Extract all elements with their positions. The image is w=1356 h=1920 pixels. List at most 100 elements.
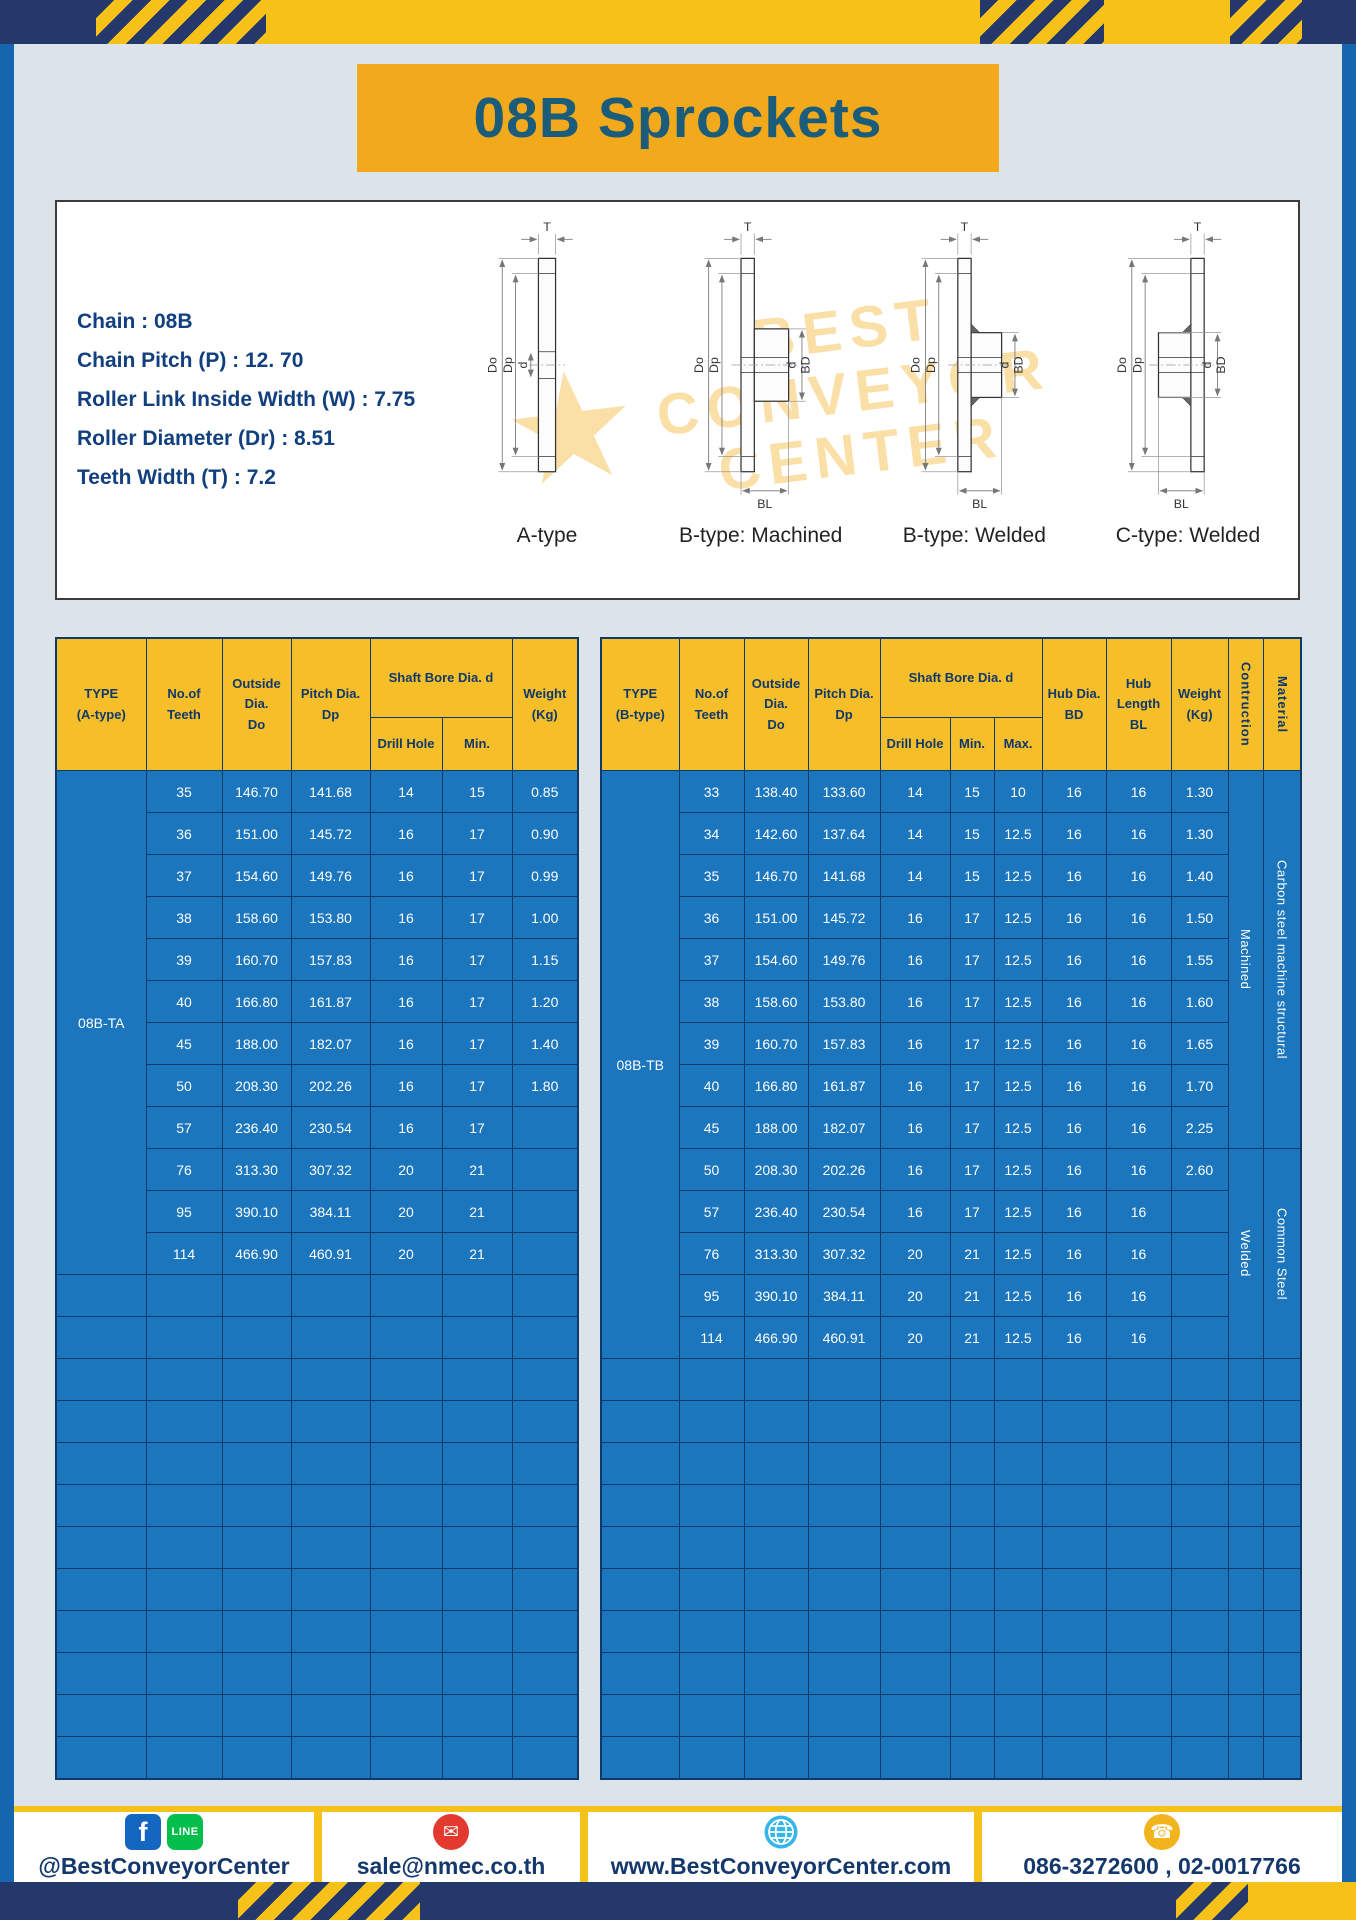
empty-cell	[879, 1358, 951, 1401]
empty-cell	[369, 1358, 443, 1401]
table-cell: 16	[879, 1106, 951, 1149]
table-row: 08B-TA 35 146.70 141.68 14 15 0.85	[55, 770, 579, 1275]
table-cell: 17	[441, 1106, 513, 1149]
empty-cell	[511, 1484, 579, 1527]
empty-cell	[1041, 1442, 1107, 1485]
table-cell: 39	[145, 938, 223, 981]
table-cell: 16	[1105, 980, 1172, 1023]
empty-cell	[145, 1442, 223, 1485]
empty-cell	[678, 1694, 745, 1737]
table-cell: 16	[1105, 1316, 1172, 1359]
table-cell: 1.60	[1170, 980, 1229, 1023]
table-cell: 21	[949, 1316, 995, 1359]
table-cell: 16	[879, 1190, 951, 1233]
empty-cell	[55, 1610, 147, 1653]
table-cell: 384.11	[807, 1274, 881, 1317]
svg-text:BD: BD	[1012, 356, 1026, 373]
table-cell: 16	[369, 1022, 443, 1065]
empty-cell	[993, 1568, 1043, 1611]
empty-cell	[1041, 1358, 1107, 1401]
empty-cell	[993, 1736, 1043, 1779]
drawing-label: C-type: Welded	[1115, 524, 1261, 547]
empty-cell	[441, 1442, 513, 1485]
empty-cell	[879, 1400, 951, 1443]
globe-icon	[763, 1814, 799, 1850]
empty-cell	[743, 1358, 809, 1401]
empty-cell	[993, 1694, 1043, 1737]
table-row	[600, 1736, 1302, 1779]
table-row	[600, 1568, 1302, 1611]
empty-cell	[290, 1694, 371, 1737]
empty-cell	[807, 1442, 881, 1485]
empty-cell	[369, 1274, 443, 1317]
empty-cell	[1227, 1358, 1264, 1401]
empty-cell	[221, 1274, 292, 1317]
table-cell: 17	[949, 1022, 995, 1065]
empty-cell	[949, 1442, 995, 1485]
col-header-hub-length: Hub Length BL	[1105, 637, 1172, 771]
empty-cell	[1170, 1232, 1229, 1275]
table-row: 40 166.80 161.87 16 17 1.20	[56, 980, 579, 1023]
empty-cell	[55, 1316, 147, 1359]
table-row: 95 390.10 384.11 20 21	[56, 1190, 579, 1233]
spec-list: Chain : 08B Chain Pitch (P) : 12. 70 Rol…	[77, 302, 415, 497]
table-cell: 1.15	[511, 938, 579, 981]
drawing-b-type-machined: T Do Dp BD d	[661, 216, 861, 586]
table-cell: 16	[879, 1148, 951, 1191]
empty-cell	[1227, 1568, 1264, 1611]
empty-cell	[290, 1568, 371, 1611]
table-cell: 35	[145, 770, 223, 813]
table-cell: 36	[145, 812, 223, 855]
table-a-header: TYPE (A-type) No.of Teeth Outside Dia. Do Pi…	[55, 637, 579, 771]
table-b-header: TYPE (B-type) No.of Teeth Outside Dia. Do Pi…	[600, 637, 1302, 771]
table-cell: 17	[441, 1022, 513, 1065]
table-cell: 16	[879, 1022, 951, 1065]
empty-cell	[1105, 1652, 1172, 1695]
empty-cell	[743, 1442, 809, 1485]
empty-cell	[993, 1526, 1043, 1569]
table-cell: 57	[678, 1190, 745, 1233]
table-cell: 390.10	[743, 1274, 809, 1317]
spec-chain: Chain : 08B	[77, 310, 193, 333]
table-cell: 202.26	[290, 1064, 371, 1107]
empty-cell	[1227, 1442, 1264, 1485]
table-cell: 1.30	[1170, 812, 1229, 855]
empty-cell	[949, 1568, 995, 1611]
table-cell: 1.80	[511, 1064, 579, 1107]
table-cell: 146.70	[221, 770, 292, 813]
table-cell: 16	[1105, 1148, 1172, 1191]
empty-cell	[511, 1442, 579, 1485]
table-cell: 154.60	[221, 854, 292, 897]
table-cell: 16	[879, 1064, 951, 1107]
empty-cell	[290, 1736, 371, 1779]
table-cell: 12.5	[993, 1190, 1043, 1233]
empty-cell	[949, 1610, 995, 1653]
table-cell: 17	[441, 896, 513, 939]
table-cell: 236.40	[743, 1190, 809, 1233]
empty-cell	[1105, 1484, 1172, 1527]
empty-cell	[441, 1358, 513, 1401]
table-cell: 16	[369, 938, 443, 981]
empty-cell	[441, 1316, 513, 1359]
diagram-panel: ★ BEST CONVEYOR CENTER Chain : 08B Chain…	[55, 200, 1300, 600]
empty-cell	[879, 1736, 951, 1779]
empty-cell	[879, 1694, 951, 1737]
empty-cell	[1041, 1652, 1107, 1695]
table-cell: 16	[1105, 1190, 1172, 1233]
empty-cell	[1227, 1610, 1264, 1653]
construction-value: Welded	[1227, 1148, 1264, 1359]
empty-cell	[290, 1526, 371, 1569]
table-cell: 158.60	[743, 980, 809, 1023]
table-cell: 313.30	[743, 1232, 809, 1275]
empty-cell	[55, 1400, 147, 1443]
table-cell: 390.10	[221, 1190, 292, 1233]
c-type-welded-diagram: T Do Dp BD d	[1115, 220, 1228, 511]
empty-cell	[511, 1106, 579, 1149]
empty-cell	[511, 1190, 579, 1233]
empty-cell	[511, 1316, 579, 1359]
empty-cell	[1262, 1652, 1302, 1695]
table-cell: 188.00	[743, 1106, 809, 1149]
empty-cell	[145, 1274, 223, 1317]
table-cell: 17	[441, 1064, 513, 1107]
footer: f LINE @BestConveyorCenter ✉ sale@nmec.c…	[14, 1812, 1342, 1882]
